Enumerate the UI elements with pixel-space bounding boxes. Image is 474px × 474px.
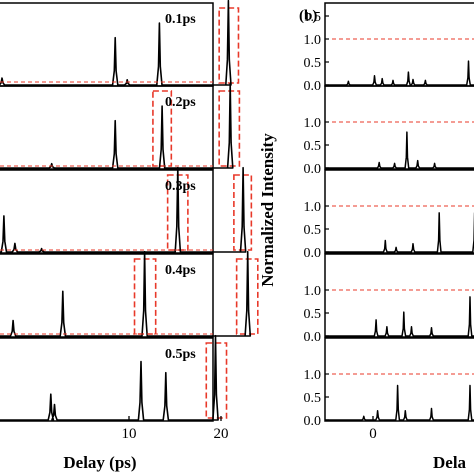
y-tick-label: 0.5 bbox=[304, 391, 322, 406]
panel-b: 1.51.00.50.00.00.51.00.00.51.00.00.51.00… bbox=[258, 2, 474, 472]
y-tick-label: 1.0 bbox=[304, 368, 322, 383]
panel-b-label: (b) bbox=[299, 8, 317, 24]
subplot-b-2: 0.0 0.5 1.0 bbox=[304, 85, 474, 177]
subplot-label: 0.5ps bbox=[165, 347, 196, 362]
subplot-label: 0.4ps bbox=[165, 263, 196, 278]
y-tick-label: 0.0 bbox=[304, 79, 322, 94]
y-tick-label: 1.5 bbox=[304, 10, 322, 25]
subplot-frame bbox=[324, 337, 474, 422]
subplot-a-1: 0.1ps bbox=[0, 0, 240, 87]
y-tick-label: 1.0 bbox=[304, 116, 322, 131]
y-tick-label: 0.5 bbox=[304, 56, 322, 71]
y-tick-label: 0.0 bbox=[304, 246, 322, 261]
subplot-label: 0.1ps bbox=[165, 12, 196, 27]
trace-line bbox=[0, 0, 232, 86]
trace-line bbox=[325, 384, 474, 421]
y-tick-label: 1.0 bbox=[304, 33, 322, 48]
subplot-frame bbox=[0, 337, 214, 422]
panel-a-x-axis-label: Delay (ps) bbox=[63, 453, 136, 472]
subplot-frame bbox=[0, 253, 214, 338]
x-tick-label: 0 bbox=[369, 426, 377, 442]
subplot-frame bbox=[0, 85, 214, 170]
x-tick-label: 20 bbox=[214, 426, 229, 442]
panel-a: 0.1ps 0.2ps 0.3ps 0.4ps 0.5ps 10 20 Delay (ps… bbox=[0, 0, 259, 472]
subplot-frame bbox=[324, 85, 474, 170]
y-tick-label: 0.0 bbox=[304, 414, 322, 429]
trace-line bbox=[0, 250, 252, 337]
subplot-frame bbox=[324, 253, 474, 338]
subplot-b-1: 1.5 1.0 0.5 0.0 bbox=[304, 2, 474, 94]
trace-line bbox=[325, 296, 474, 337]
trace-line bbox=[0, 334, 219, 421]
subplot-label: 0.3ps bbox=[165, 179, 196, 194]
panel-b-subplots: 1.51.00.50.00.00.51.00.00.51.00.00.51.00… bbox=[304, 2, 474, 429]
trace-line bbox=[325, 212, 474, 253]
y-tick-label: 0.0 bbox=[304, 162, 322, 177]
y-tick-label: 0.5 bbox=[304, 139, 322, 154]
panel-b-x-axis-label: Dela bbox=[433, 453, 467, 472]
panel-a-x-ticks: 10 20 bbox=[122, 416, 229, 442]
subplot-b-4: 0.0 0.5 1.0 bbox=[304, 253, 474, 345]
trace-line bbox=[0, 82, 234, 169]
trace-line bbox=[0, 166, 247, 253]
subplot-label: 0.2ps bbox=[165, 95, 196, 110]
subplot-a-5: 0.5ps bbox=[0, 333, 228, 422]
highlight-box bbox=[218, 90, 241, 167]
subplot-b-5: 0.0 0.5 1.0 bbox=[304, 337, 474, 429]
subplot-frame bbox=[324, 2, 474, 87]
y-tick-label: 0.5 bbox=[304, 307, 322, 322]
panel-a-subplots: 0.1ps 0.2ps 0.3ps 0.4ps 0.5ps bbox=[0, 0, 259, 422]
x-tick-label: 10 bbox=[122, 426, 137, 442]
subplot-a-4: 0.4ps bbox=[0, 249, 259, 338]
subplot-a-3: 0.3ps bbox=[0, 165, 253, 254]
highlight-box bbox=[233, 174, 253, 251]
y-tick-label: 0.5 bbox=[304, 223, 322, 238]
subplot-a-2: 0.2ps bbox=[0, 81, 241, 170]
subplot-frame bbox=[324, 169, 474, 254]
y-tick-label: 1.0 bbox=[304, 284, 322, 299]
y-tick-label: 0.0 bbox=[304, 330, 322, 345]
panel-b-y-axis-label: Normalized Intensity bbox=[258, 133, 277, 287]
trace-line bbox=[325, 60, 474, 86]
panel-b-x-ticks: 0 bbox=[369, 416, 377, 442]
y-tick-label: 1.0 bbox=[304, 200, 322, 215]
trace-line bbox=[325, 131, 474, 169]
subplot-frame bbox=[0, 169, 214, 254]
subplot-b-3: 0.0 0.5 1.0 bbox=[304, 169, 474, 261]
